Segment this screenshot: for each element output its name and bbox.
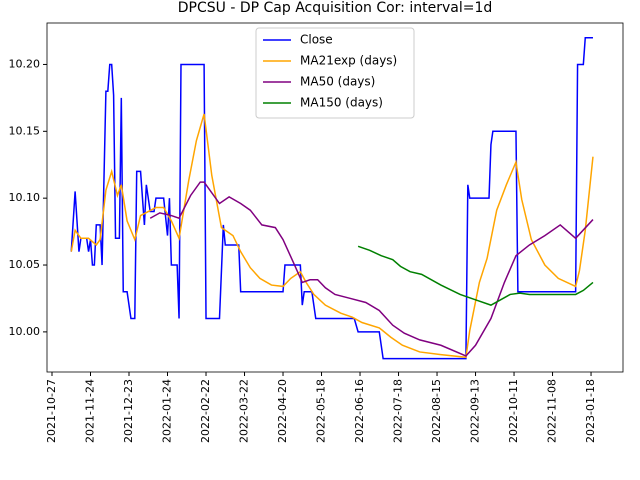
legend-label: MA21exp (days) [300, 54, 397, 68]
x-tick-label: 2022-01-24 [161, 379, 174, 443]
line-series [357, 245, 594, 306]
line-series [149, 181, 594, 357]
y-tick-label: 10.20 [9, 57, 41, 70]
x-tick-label: 2021-11-24 [84, 379, 97, 443]
legend-label: MA150 (days) [300, 96, 383, 110]
legend-label: Close [300, 33, 333, 47]
x-tick-label: 2022-05-18 [315, 379, 328, 443]
x-tick-label: 2022-08-15 [430, 379, 443, 443]
y-tick-label: 10.05 [9, 258, 41, 271]
legend-label: MA50 (days) [300, 75, 375, 89]
legend: Close MA21exp (days) MA50 (days) MA150 (day… [255, 27, 415, 119]
x-tick-label: 2022-09-13 [469, 379, 482, 443]
plot-frame [46, 22, 624, 373]
y-tick-label: 10.00 [9, 325, 41, 338]
x-tick-label: 2021-10-27 [45, 379, 58, 443]
y-tick-label: 10.10 [9, 191, 41, 204]
x-tick-label: 2022-02-22 [199, 379, 212, 443]
x-tick-label: 2022-03-22 [238, 379, 251, 443]
chart-title: DPCSU - DP Cap Acquisition Cor: interval… [178, 0, 493, 16]
x-tick-label: 2021-12-23 [122, 379, 135, 443]
line-series [70, 113, 594, 359]
x-tick-label: 2023-01-18 [584, 379, 597, 443]
legend-box [255, 27, 415, 119]
x-tick-label: 2022-07-18 [392, 379, 405, 443]
x-tick-label: 2022-10-11 [507, 379, 520, 443]
y-tick-label: 10.15 [9, 124, 41, 137]
x-tick-label: 2022-04-20 [276, 379, 289, 443]
x-tick-label: 2022-11-08 [546, 379, 559, 443]
x-tick-label: 2022-06-16 [353, 379, 366, 443]
